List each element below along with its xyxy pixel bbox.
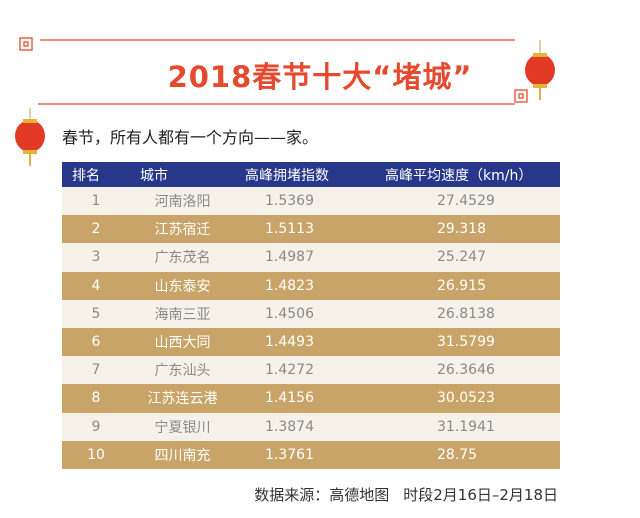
table-cell: 4 [62,271,130,300]
table-row: 4 山东泰安 1.4823 26.915 [62,271,560,300]
table-cell: 1.5369 [235,187,375,216]
table-row: 1 河南洛阳 1.5369 27.4529 [62,187,560,216]
table-cell: 1 [62,187,130,216]
table-cell: 四川南充 [130,440,235,469]
table-cell: 江苏连云港 [130,384,235,413]
table: 排名 城市 高峰拥堵指数 高峰平均速度（km/h） 1 河南洛阳 1.5369 27.4529… [62,162,560,469]
table-cell: 1.4493 [235,327,375,357]
header-row: 排名 城市 高峰拥堵指数 高峰平均速度（km/h） [62,162,560,187]
table-cell: 海南三亚 [130,299,235,328]
column-header: 城市 [130,162,235,187]
table-cell: 7 [62,356,130,385]
table-row: 8 江苏连云港 1.4156 30.0523 [62,384,560,413]
table-cell: 1.4272 [235,356,375,385]
table-row: 10 四川南充 1.3761 28.75 [62,440,560,469]
column-header: 高峰平均速度（km/h） [375,162,560,187]
table-cell: 1.3761 [235,440,375,469]
table-cell: 25.247 [375,243,560,272]
table-cell: 29.318 [375,215,560,244]
table-cell: 9 [62,412,130,441]
table-cell: 1.4987 [235,243,375,272]
table-cell: 山东泰安 [130,271,235,300]
table-cell: 1.4156 [235,384,375,413]
table-cell: 山西大同 [130,327,235,357]
table-cell: 广东茂名 [130,243,235,272]
table-cell: 28.75 [375,440,560,469]
table-cell: 1.5113 [235,215,375,244]
table-cell: 5 [62,299,130,328]
table-row: 2 江苏宿迁 1.5113 29.318 [62,215,560,244]
table-cell: 1.4823 [235,271,375,300]
table-cell: 27.4529 [375,187,560,216]
table-cell: 江苏宿迁 [130,215,235,244]
table-cell: 1.4506 [235,299,375,328]
column-header: 高峰拥堵指数 [235,162,375,187]
table-cell: 8 [62,384,130,413]
table-cell: 26.915 [375,271,560,300]
table-cell: 31.5799 [375,327,560,357]
table-body: 1 河南洛阳 1.5369 27.4529 2 江苏宿迁 1.5113 29.318 3 广东茂名… [62,187,560,469]
table-cell: 6 [62,327,130,357]
table-cell: 26.8138 [375,299,560,328]
table-cell: 1.3874 [235,412,375,441]
table-row: 3 广东茂名 1.4987 25.247 [62,243,560,272]
table-cell: 2 [62,215,130,244]
table-row: 9 宁夏银川 1.3874 31.1941 [62,412,560,441]
table-row: 7 广东汕头 1.4272 26.3646 [62,356,560,385]
table-row: 6 山西大同 1.4493 31.5799 [62,327,560,357]
column-header: 排名 [62,162,130,187]
table-cell: 河南洛阳 [130,187,235,216]
footer: 数据来源：高德地图 时段2月16日–2月18日 [240,484,558,505]
source: 数据来源：高德地图 [254,486,390,504]
table-row: 5 海南三亚 1.4506 26.8138 [62,299,560,328]
table-cell: 26.3646 [375,356,560,385]
table-cell: 31.1941 [375,412,560,441]
table-cell: 广东汕头 [130,356,235,385]
table-cell: 宁夏银川 [130,412,235,441]
period: 时段2月16日–2月18日 [403,486,558,504]
table-cell: 3 [62,243,130,272]
table-cell: 30.0523 [375,384,560,413]
table-cell: 10 [62,440,130,469]
subtitle: 春节，所有人都有一个方向——家。 [62,128,319,147]
title: 2018春节十大“堵城” [167,60,473,94]
